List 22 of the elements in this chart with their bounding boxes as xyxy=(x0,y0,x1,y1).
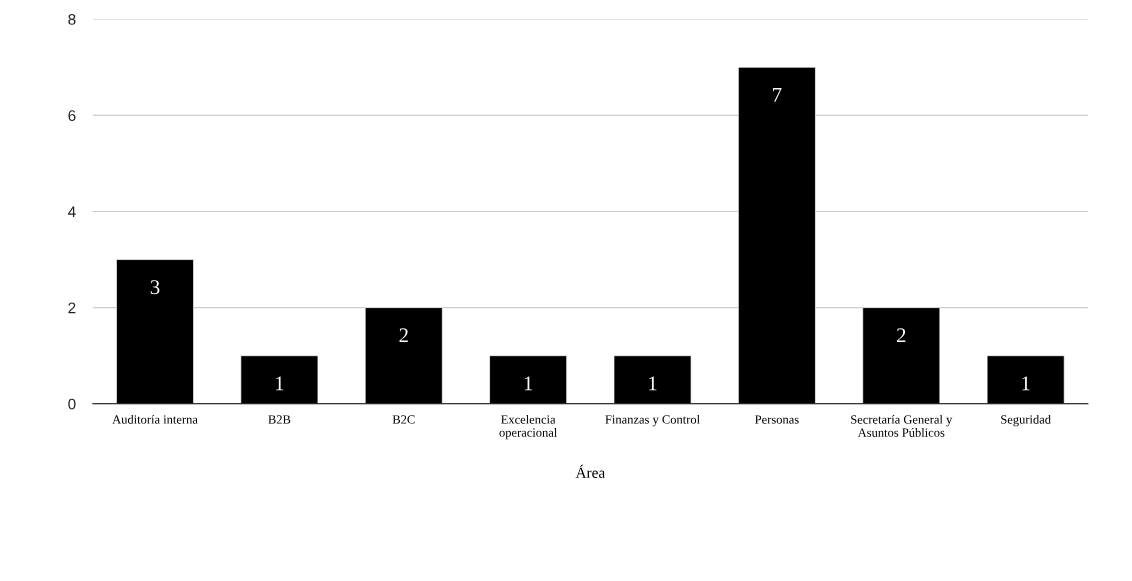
data-label: 1 xyxy=(1022,376,1030,391)
x-tick-label: Auditoría interna xyxy=(112,414,198,424)
y-tick-label: 2 xyxy=(68,302,76,314)
x-tick-label: Personas xyxy=(755,415,799,424)
data-label: 3 xyxy=(150,280,160,295)
y-tick-label: 4 xyxy=(68,206,76,218)
x-tick-label: Seguridad xyxy=(1001,414,1051,427)
y-tick-label: 6 xyxy=(68,110,76,122)
x-tick-label: B2B xyxy=(268,415,291,424)
x-tick-label: Finanzas y Control xyxy=(605,414,700,427)
data-label: 2 xyxy=(399,328,408,343)
x-axis-title: Área xyxy=(575,464,605,478)
x-tick-label: Secretaría General y Asuntos Públicos xyxy=(851,414,953,437)
data-label: 1 xyxy=(276,376,284,391)
data-label: 1 xyxy=(524,376,533,391)
data-label: 2 xyxy=(896,328,906,343)
y-tick-label: 0 xyxy=(68,398,76,410)
data-label: 1 xyxy=(649,376,657,391)
data-label: 7 xyxy=(773,88,782,102)
y-tick-label: 8 xyxy=(68,14,76,25)
x-tick-label: Excelencia operacional xyxy=(499,414,558,440)
x-tick-label: B2C xyxy=(392,415,415,424)
